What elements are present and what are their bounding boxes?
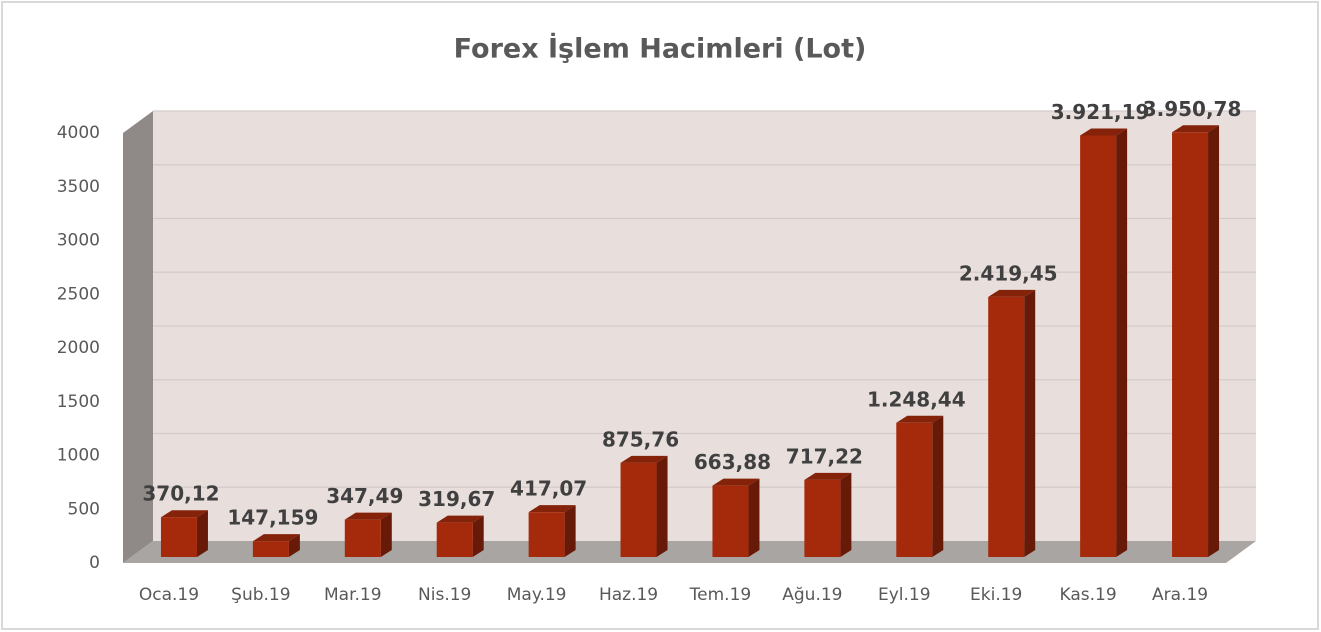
value-label: 1.248,44 [867, 387, 966, 411]
x-tick-label: May.19 [507, 585, 567, 605]
x-tick-label: Şub.19 [231, 585, 290, 605]
value-label: 319,67 [418, 487, 495, 511]
bar [344, 519, 381, 557]
value-label: 717,22 [786, 444, 863, 468]
bar [988, 296, 1025, 557]
x-tick-label: Kas.19 [1060, 585, 1117, 605]
bar-top [436, 515, 484, 523]
bar [1172, 132, 1209, 558]
bar [1080, 135, 1117, 557]
bar [896, 422, 933, 557]
bar-top [252, 534, 300, 542]
bar-side [932, 415, 944, 557]
x-tick-label: Nis.19 [418, 585, 471, 605]
value-label: 875,76 [602, 427, 679, 451]
bar-top [712, 478, 760, 486]
y-tick-label: 500 [68, 499, 100, 519]
y-tick-label: 3500 [57, 177, 100, 197]
x-tick-label: Mar.19 [324, 585, 382, 605]
bar-top [528, 505, 576, 513]
chart-title: Forex İşlem Hacimleri (Lot) [454, 33, 867, 65]
bar [160, 517, 197, 557]
bar-top [1080, 128, 1128, 136]
value-label: 3.921,19 [1051, 100, 1150, 124]
bar [252, 541, 289, 557]
value-label: 3.950,78 [1143, 97, 1242, 121]
bar-side [288, 534, 300, 557]
bar [436, 522, 473, 557]
bar-side [840, 472, 852, 557]
y-tick-label: 4000 [57, 123, 100, 143]
bar [620, 462, 657, 557]
value-label: 663,88 [694, 450, 771, 474]
bar-top [1172, 125, 1220, 133]
value-label: 147,159 [227, 506, 318, 530]
y-tick-label: 1500 [57, 392, 100, 412]
bar-top [344, 512, 392, 520]
x-tick-label: Haz.19 [599, 585, 658, 605]
bar-top [160, 510, 208, 518]
bar-side [380, 512, 392, 557]
value-label: 2.419,45 [959, 261, 1058, 285]
bar-side [748, 478, 760, 557]
bar-side [472, 515, 484, 557]
x-tick-label: Eyl.19 [878, 585, 931, 605]
bar-top [804, 472, 852, 480]
value-label: 370,12 [142, 482, 219, 506]
x-tick-label: Tem.19 [689, 585, 752, 605]
bar [804, 479, 841, 557]
bar-side [656, 455, 668, 557]
bar-side [1116, 128, 1128, 557]
y-tick-label: 2000 [57, 338, 100, 358]
x-tick-label: Ağu.19 [782, 585, 842, 605]
y-tick-label: 3000 [57, 231, 100, 251]
bar-side [564, 505, 576, 557]
value-label: 417,07 [510, 477, 587, 501]
bar-side [1208, 125, 1220, 558]
bar-top [620, 455, 668, 463]
bar-side [1024, 289, 1036, 557]
side-wall [123, 111, 153, 563]
y-tick-label: 1000 [57, 446, 100, 466]
bar [528, 512, 565, 557]
bar-top [896, 415, 944, 423]
floor [123, 541, 1256, 563]
bar [712, 485, 749, 557]
y-tick-label: 0 [89, 553, 100, 573]
bar-top [988, 289, 1036, 297]
bar-side [196, 510, 208, 557]
x-tick-label: Ara.19 [1152, 585, 1208, 605]
x-tick-label: Oca.19 [139, 585, 199, 605]
value-label: 347,49 [326, 484, 403, 508]
y-tick-label: 2500 [57, 284, 100, 304]
x-tick-label: Eki.19 [970, 585, 1022, 605]
